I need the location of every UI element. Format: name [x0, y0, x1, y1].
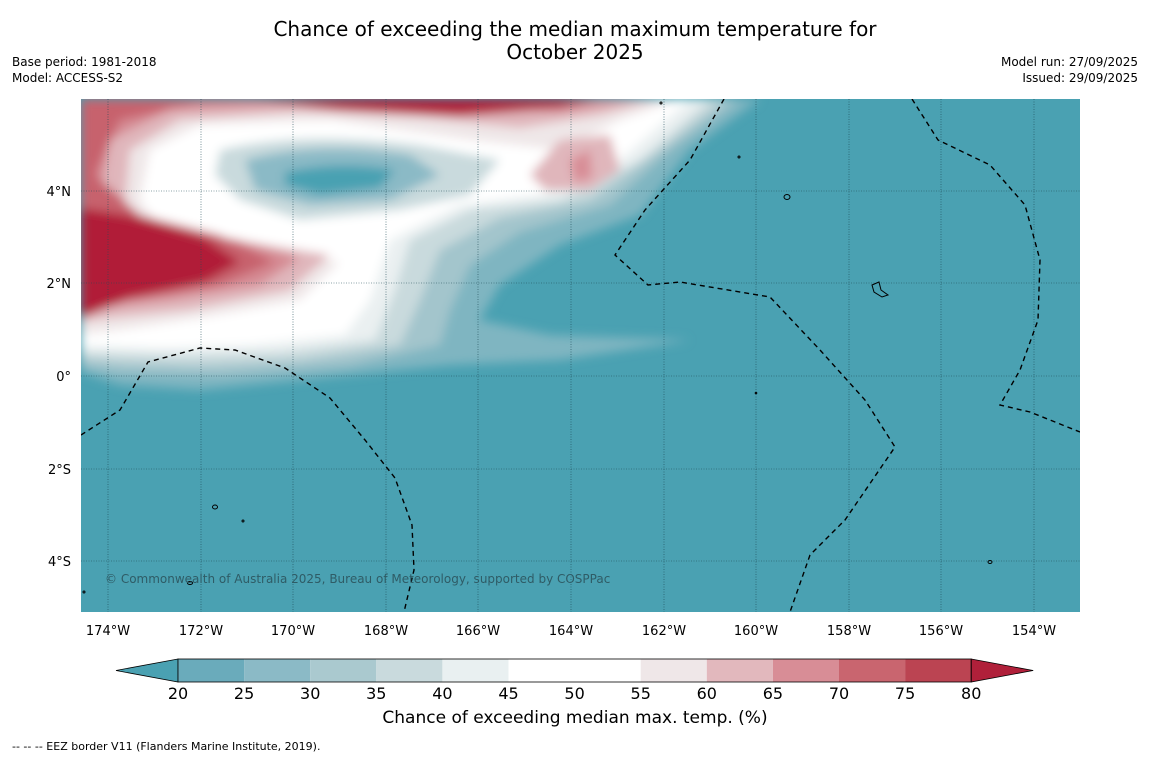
lat-label: 0° — [56, 370, 71, 385]
lon-label: 166°W — [456, 624, 500, 639]
lat-label: 4°S — [48, 555, 71, 570]
longitude-labels: 174°W 172°W 170°W 168°W 166°W 164°W 162°… — [86, 624, 1056, 639]
island-outline — [871, 281, 890, 298]
colorbar-segments — [115, 658, 1034, 683]
lon-label: 160°W — [734, 624, 778, 639]
title-line-2: October 2025 — [506, 40, 644, 64]
colorbar-tick-label: 75 — [895, 684, 915, 703]
island-outline — [987, 560, 993, 564]
colorbar-tick-label: 45 — [498, 684, 518, 703]
colorbar-tick-label: 35 — [366, 684, 386, 703]
colorbar-segment — [640, 659, 707, 682]
colorbar-segment — [310, 659, 377, 682]
colorbar-ticks: 20 25 30 35 40 45 50 55 60 65 70 75 80 — [168, 684, 982, 703]
lon-label: 154°W — [1012, 624, 1056, 639]
colorbar-segment — [508, 659, 575, 682]
graticule — [81, 99, 1080, 612]
eez-footnote: -- -- -- EEZ border V11 (Flanders Marine… — [12, 740, 321, 753]
lon-label: 162°W — [642, 624, 686, 639]
lat-label: 2°S — [48, 463, 71, 478]
meta-left: Base period: 1981-2018 Model: ACCESS-S2 — [12, 54, 157, 86]
island-outline — [212, 504, 218, 510]
island-dot — [659, 101, 663, 105]
colorbar-segment — [376, 659, 443, 682]
colorbar-tick-label: 70 — [829, 684, 849, 703]
lon-label: 172°W — [179, 624, 223, 639]
lat-label: 4°N — [47, 185, 72, 200]
lon-label: 158°W — [827, 624, 871, 639]
colorbar-segment — [905, 659, 972, 682]
model-name: Model: ACCESS-S2 — [12, 71, 124, 85]
colorbar: 20 25 30 35 40 45 50 55 60 65 70 75 80 — [115, 658, 1034, 703]
warm-blob-core — [570, 150, 592, 182]
eez-border-west — [81, 347, 415, 612]
meta-right: Model run: 27/09/2025 Issued: 29/09/2025 — [1001, 54, 1138, 86]
map-area: © Commonwealth of Australia 2025, Bureau… — [81, 99, 1080, 612]
colorbar-tick-label: 80 — [961, 684, 981, 703]
island-dot — [82, 590, 86, 594]
cool-pocket-core — [285, 165, 395, 195]
latitude-labels: 4°N 2°N 0° 2°S 4°S — [47, 185, 72, 570]
islands — [82, 101, 993, 594]
map-title: Chance of exceeding the median maximum t… — [0, 18, 1150, 64]
island-outline — [783, 194, 791, 200]
lon-label: 170°W — [271, 624, 315, 639]
colorbar-segment — [839, 659, 906, 682]
colorbar-tick-label: 40 — [432, 684, 452, 703]
colorbar-segment — [442, 659, 509, 682]
lat-label: 2°N — [47, 277, 72, 292]
issued-date: Issued: 29/09/2025 — [1022, 71, 1138, 85]
lon-label: 168°W — [364, 624, 408, 639]
title-line-1: Chance of exceeding the median maximum t… — [273, 17, 877, 41]
colorbar-tick-label: 55 — [631, 684, 651, 703]
lon-label: 156°W — [919, 624, 963, 639]
colorbar-label: Chance of exceeding median max. temp. (%… — [382, 708, 768, 728]
eez-border-east — [911, 99, 1080, 433]
colorbar-tick-label: 30 — [300, 684, 320, 703]
colorbar-segment — [178, 659, 245, 682]
island-outline — [187, 581, 193, 585]
model-run: Model run: 27/09/2025 — [1000, 55, 1138, 69]
colorbar-extend-low — [115, 658, 179, 683]
colorbar-segment — [772, 659, 839, 682]
base-period: Base period: 1981-2018 — [12, 55, 157, 69]
colorbar-tick-label: 60 — [697, 684, 717, 703]
colorbar-segment — [706, 659, 773, 682]
eez-border-kiribati-north — [614, 99, 896, 612]
lon-label: 164°W — [549, 624, 593, 639]
colorbar-outline — [177, 658, 972, 683]
contour-80 — [81, 208, 240, 318]
colorbar-segment — [574, 659, 641, 682]
eez-borders — [81, 99, 1080, 612]
island-dot — [754, 391, 758, 395]
colorbar-tick-label: 20 — [168, 684, 188, 703]
colorbar-tick-label: 25 — [234, 684, 254, 703]
copyright-text: © Commonwealth of Australia 2025, Bureau… — [105, 572, 610, 586]
colorbar-tick-label: 50 — [564, 684, 584, 703]
lon-label: 174°W — [86, 624, 130, 639]
colorbar-extend-high — [970, 658, 1034, 683]
contour-80-north — [250, 99, 600, 116]
colorbar-segment — [244, 659, 311, 682]
colorbar-tick-label: 65 — [763, 684, 783, 703]
island-dot — [737, 155, 741, 159]
island-dot — [241, 519, 245, 523]
